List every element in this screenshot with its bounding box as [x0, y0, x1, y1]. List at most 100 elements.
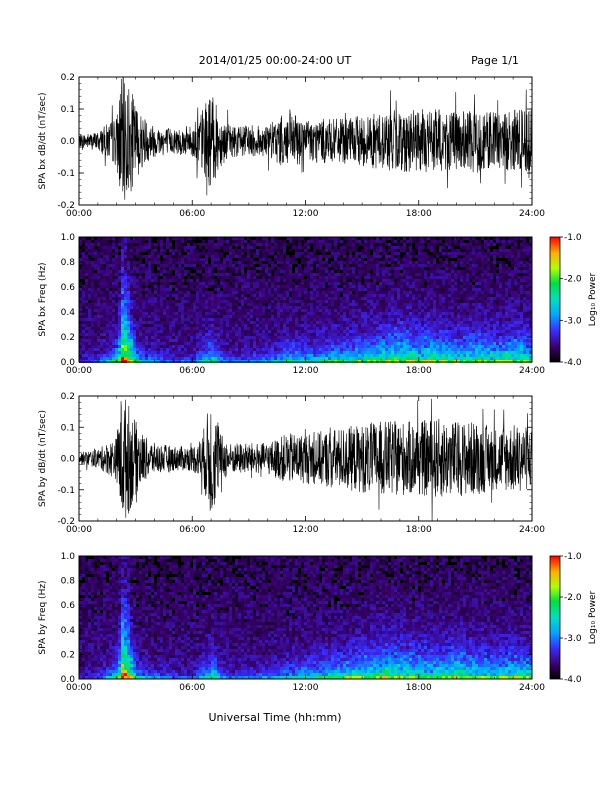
spectrogram-cell — [256, 318, 259, 321]
spectrogram-cell — [172, 348, 175, 351]
spectrogram-cell — [235, 246, 238, 249]
spectrogram-cell — [370, 306, 373, 309]
spectrogram-cell — [367, 339, 370, 342]
spectrogram-cell — [223, 333, 226, 336]
spectrogram-cell — [247, 327, 250, 330]
spectrogram-cell — [103, 309, 106, 312]
spectrogram-cell — [145, 321, 148, 324]
spectrogram-cell — [196, 243, 199, 246]
spectrogram-cell — [235, 255, 238, 258]
spectrogram-cell — [436, 282, 439, 285]
spectrogram-cell — [415, 330, 418, 333]
spectrogram-cell — [199, 267, 202, 270]
spectrogram-cell — [232, 255, 235, 258]
spectrogram-cell — [151, 342, 154, 345]
spectrogram-cell — [88, 351, 91, 354]
spectrogram-cell — [271, 240, 274, 243]
spectrogram-cell — [169, 252, 172, 255]
spectrogram-cell — [259, 303, 262, 306]
spectrogram-cell — [199, 348, 202, 351]
spectrogram-cell — [406, 267, 409, 270]
spectrogram-cell — [199, 309, 202, 312]
spectrogram-cell — [271, 279, 274, 282]
spectrogram-cell — [193, 297, 196, 300]
spectrogram-cell — [154, 282, 157, 285]
spectrogram-cell — [220, 330, 223, 333]
spectrogram-cell — [271, 351, 274, 354]
spectrogram-cell — [187, 312, 190, 315]
spectrogram-cell — [85, 255, 88, 258]
spectrogram-cell — [109, 291, 112, 294]
spectrogram-cell — [142, 279, 145, 282]
spectrogram-cell — [151, 258, 154, 261]
spectrogram-cell — [388, 255, 391, 258]
spectrogram-cell — [274, 327, 277, 330]
spectrogram-cell — [226, 282, 229, 285]
spectrogram-cell — [295, 309, 298, 312]
spectrogram-cell — [346, 273, 349, 276]
spectrogram-cell — [124, 240, 127, 243]
spectrogram-cell — [283, 270, 286, 273]
spectrogram-cell — [250, 306, 253, 309]
spectrogram-cell — [172, 294, 175, 297]
spectrogram-cell — [127, 291, 130, 294]
spectrogram-cell — [361, 330, 364, 333]
spectrogram-cell — [370, 240, 373, 243]
spectrogram-cell — [289, 270, 292, 273]
spectrogram-cell — [187, 282, 190, 285]
spectrogram-cell — [250, 270, 253, 273]
spectrogram-cell — [142, 336, 145, 339]
spectrogram-cell — [82, 321, 85, 324]
spectrogram-cell — [184, 345, 187, 348]
spectrogram-cell — [367, 336, 370, 339]
spectrogram-cell — [145, 333, 148, 336]
spectrogram-cell — [79, 339, 82, 342]
spectrogram-cell — [175, 336, 178, 339]
spectrogram-cell — [124, 309, 127, 312]
spectrogram-cell — [391, 279, 394, 282]
spectrogram-cell — [448, 339, 451, 342]
spectrogram-cell — [217, 354, 220, 357]
spectrogram-cell — [253, 357, 256, 360]
spectrogram-cell — [160, 354, 163, 357]
spectrogram-cell — [172, 279, 175, 282]
spectrogram-cell — [265, 297, 268, 300]
spectrogram-cell — [277, 315, 280, 318]
spectrogram-cell — [268, 276, 271, 279]
spectrogram-cell — [370, 294, 373, 297]
spectrogram-cell — [292, 258, 295, 261]
spectrogram-cell — [319, 267, 322, 270]
spectrogram-cell — [433, 288, 436, 291]
spectrogram-cell — [262, 324, 265, 327]
spectrogram-cell — [319, 318, 322, 321]
panel-1: 00:00 06:00 12:00 18:00 24:00-0.2-0.10.00.10… — [38, 73, 545, 219]
spectrogram-cell — [391, 321, 394, 324]
spectrogram-cell — [406, 348, 409, 351]
spectrogram-cell — [247, 336, 250, 339]
spectrogram-cell — [181, 303, 184, 306]
spectrogram-cell — [313, 282, 316, 285]
spectrogram-cell — [82, 267, 85, 270]
spectrogram-cell — [208, 291, 211, 294]
spectrogram-cell — [283, 300, 286, 303]
spectrogram-cell — [367, 282, 370, 285]
spectrogram-cell — [283, 279, 286, 282]
spectrogram-cell — [445, 291, 448, 294]
spectrogram-cell — [364, 246, 367, 249]
spectrogram-cell — [298, 357, 301, 360]
spectrogram-cell — [379, 291, 382, 294]
spectrogram-cell — [85, 300, 88, 303]
spectrogram-cell — [265, 312, 268, 315]
spectrogram-cell — [250, 264, 253, 267]
spectrogram-cell — [247, 285, 250, 288]
spectrogram-cell — [133, 354, 136, 357]
spectrogram-cell — [328, 327, 331, 330]
spectrogram-cell — [349, 291, 352, 294]
spectrogram-cell — [91, 348, 94, 351]
spectrogram-cell — [388, 312, 391, 315]
spectrogram-cell — [355, 339, 358, 342]
spectrogram-cell — [364, 255, 367, 258]
spectrogram-cell — [418, 348, 421, 351]
spectrogram-cell — [271, 315, 274, 318]
spectrogram-cell — [88, 273, 91, 276]
